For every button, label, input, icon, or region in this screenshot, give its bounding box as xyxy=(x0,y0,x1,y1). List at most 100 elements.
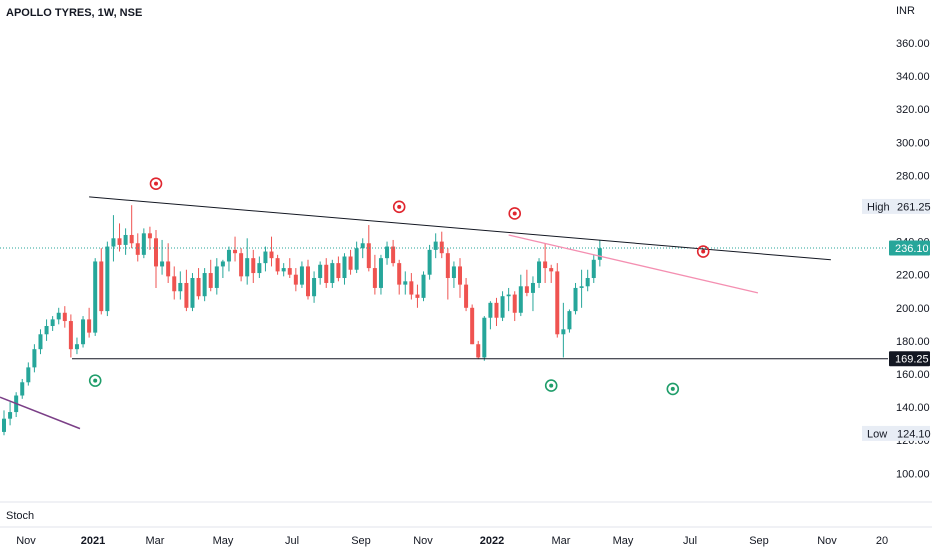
candle-down xyxy=(464,284,469,308)
marker-dot xyxy=(154,181,158,186)
marker-ring xyxy=(508,207,522,220)
candle-up xyxy=(488,302,493,318)
candle-down xyxy=(372,268,377,288)
candle-down xyxy=(524,286,529,293)
price-label-name: Low xyxy=(867,428,887,440)
candle-down xyxy=(117,238,122,245)
candle-down xyxy=(458,266,462,285)
x-tick-label: Sep xyxy=(351,535,371,547)
candle-up xyxy=(482,317,487,358)
stoch-pane-label[interactable]: Stoch xyxy=(6,510,35,522)
y-axis[interactable]: INR360.00340.00320.00300.00280.00240.002… xyxy=(896,5,930,480)
currency-label: INR xyxy=(896,5,915,17)
candle-up xyxy=(312,278,317,297)
candle-down xyxy=(470,307,475,345)
marker-ring xyxy=(696,245,710,258)
candle-up xyxy=(160,261,165,267)
chart-lines xyxy=(0,501,932,528)
candle-down xyxy=(135,243,140,255)
purple-trendline xyxy=(0,396,81,430)
candle-down xyxy=(166,261,171,277)
candle-down xyxy=(129,234,134,244)
candle-down xyxy=(415,294,420,298)
pink-trendline xyxy=(508,234,759,294)
candle-down xyxy=(306,266,310,297)
y-tick-label: 320.00 xyxy=(896,104,930,116)
candle-up xyxy=(299,266,304,285)
candle-up xyxy=(579,286,584,288)
candle-down xyxy=(439,241,444,254)
x-axis[interactable]: Nov 2021 Mar May Jul Sep Nov 2022 Mar May Jul Sep No… xyxy=(16,535,888,547)
candle-up xyxy=(403,281,408,285)
candle-up xyxy=(226,249,231,262)
candle-up xyxy=(360,243,365,249)
candle-up xyxy=(32,349,37,368)
marker-ring xyxy=(666,382,680,396)
y-tick-label: 360.00 xyxy=(896,38,930,50)
price-label-bg xyxy=(889,240,930,256)
candle-down xyxy=(293,274,298,285)
price-label-value: 261.25 xyxy=(897,201,931,213)
marker-ring xyxy=(88,374,102,387)
candle-up xyxy=(378,258,383,288)
x-tick-label: Mar xyxy=(552,535,571,547)
y-tick-label: 160.00 xyxy=(896,369,930,381)
candle-down xyxy=(172,276,177,292)
candle-up xyxy=(141,233,146,255)
candle-up xyxy=(257,263,262,274)
candle-down xyxy=(251,258,256,274)
candle-down xyxy=(62,312,67,322)
y-tick-label: 180.00 xyxy=(896,336,930,348)
y-tick-label: 220.00 xyxy=(896,270,930,282)
green-target-3-icon xyxy=(666,382,680,396)
candle-down xyxy=(239,253,244,277)
x-tick-label: Mar xyxy=(146,535,165,547)
candle-up xyxy=(561,329,566,335)
x-tick-label: May xyxy=(213,535,234,547)
y-tick-label: 300.00 xyxy=(896,137,930,149)
green-target-2-icon xyxy=(544,379,558,392)
candle-up xyxy=(591,259,596,279)
marker-dot xyxy=(397,204,402,209)
marker-dot xyxy=(701,249,706,254)
candle-down xyxy=(494,302,499,318)
chart-title: APOLLO TYRES, 1W, NSE xyxy=(6,7,143,19)
candle-up xyxy=(500,296,505,318)
candle-down xyxy=(348,256,353,270)
marker-ring xyxy=(544,379,558,392)
candle-up xyxy=(318,264,323,279)
candle-up xyxy=(585,278,590,287)
price-labels: High 261.25 236.10 169.25 Low 124.10 xyxy=(862,198,931,441)
candle-up xyxy=(530,282,535,293)
candle-up xyxy=(573,287,578,312)
candle-down xyxy=(324,264,329,283)
drawings[interactable] xyxy=(0,177,888,430)
candle-up xyxy=(81,319,86,345)
price-label-bg xyxy=(889,351,930,367)
x-tick-label: Nov xyxy=(16,535,36,547)
x-tick-label: 2022 xyxy=(480,535,504,547)
y-tick-label: 280.00 xyxy=(896,170,930,182)
candle-down xyxy=(196,278,201,297)
candle-down xyxy=(543,261,548,269)
candle-down xyxy=(391,246,396,264)
candle-up xyxy=(451,266,456,279)
price-label-name: High xyxy=(867,201,890,213)
candle-up xyxy=(421,274,426,298)
candle-up xyxy=(214,266,219,288)
green-target-1-icon xyxy=(88,374,102,387)
candle-down xyxy=(555,271,560,335)
x-tick-label: Jul xyxy=(285,535,299,547)
candle-up xyxy=(123,234,128,245)
candle-down xyxy=(512,294,517,313)
candle-up xyxy=(56,312,61,320)
y-tick-label: 140.00 xyxy=(896,402,930,414)
candle-up xyxy=(2,418,6,432)
candle-up xyxy=(105,246,110,312)
price-label-bg xyxy=(862,425,930,441)
y-tick-label: 100.00 xyxy=(896,468,930,480)
candle-up xyxy=(330,263,335,283)
price-label-value: 124.10 xyxy=(897,428,931,440)
candle-up xyxy=(245,258,250,277)
